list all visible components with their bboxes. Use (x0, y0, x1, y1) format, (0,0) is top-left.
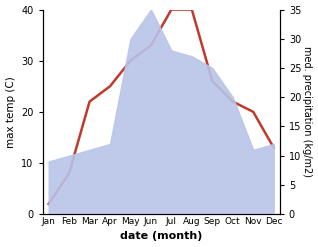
X-axis label: date (month): date (month) (120, 231, 202, 242)
Y-axis label: max temp (C): max temp (C) (5, 76, 16, 148)
Y-axis label: med. precipitation (kg/m2): med. precipitation (kg/m2) (302, 46, 313, 177)
